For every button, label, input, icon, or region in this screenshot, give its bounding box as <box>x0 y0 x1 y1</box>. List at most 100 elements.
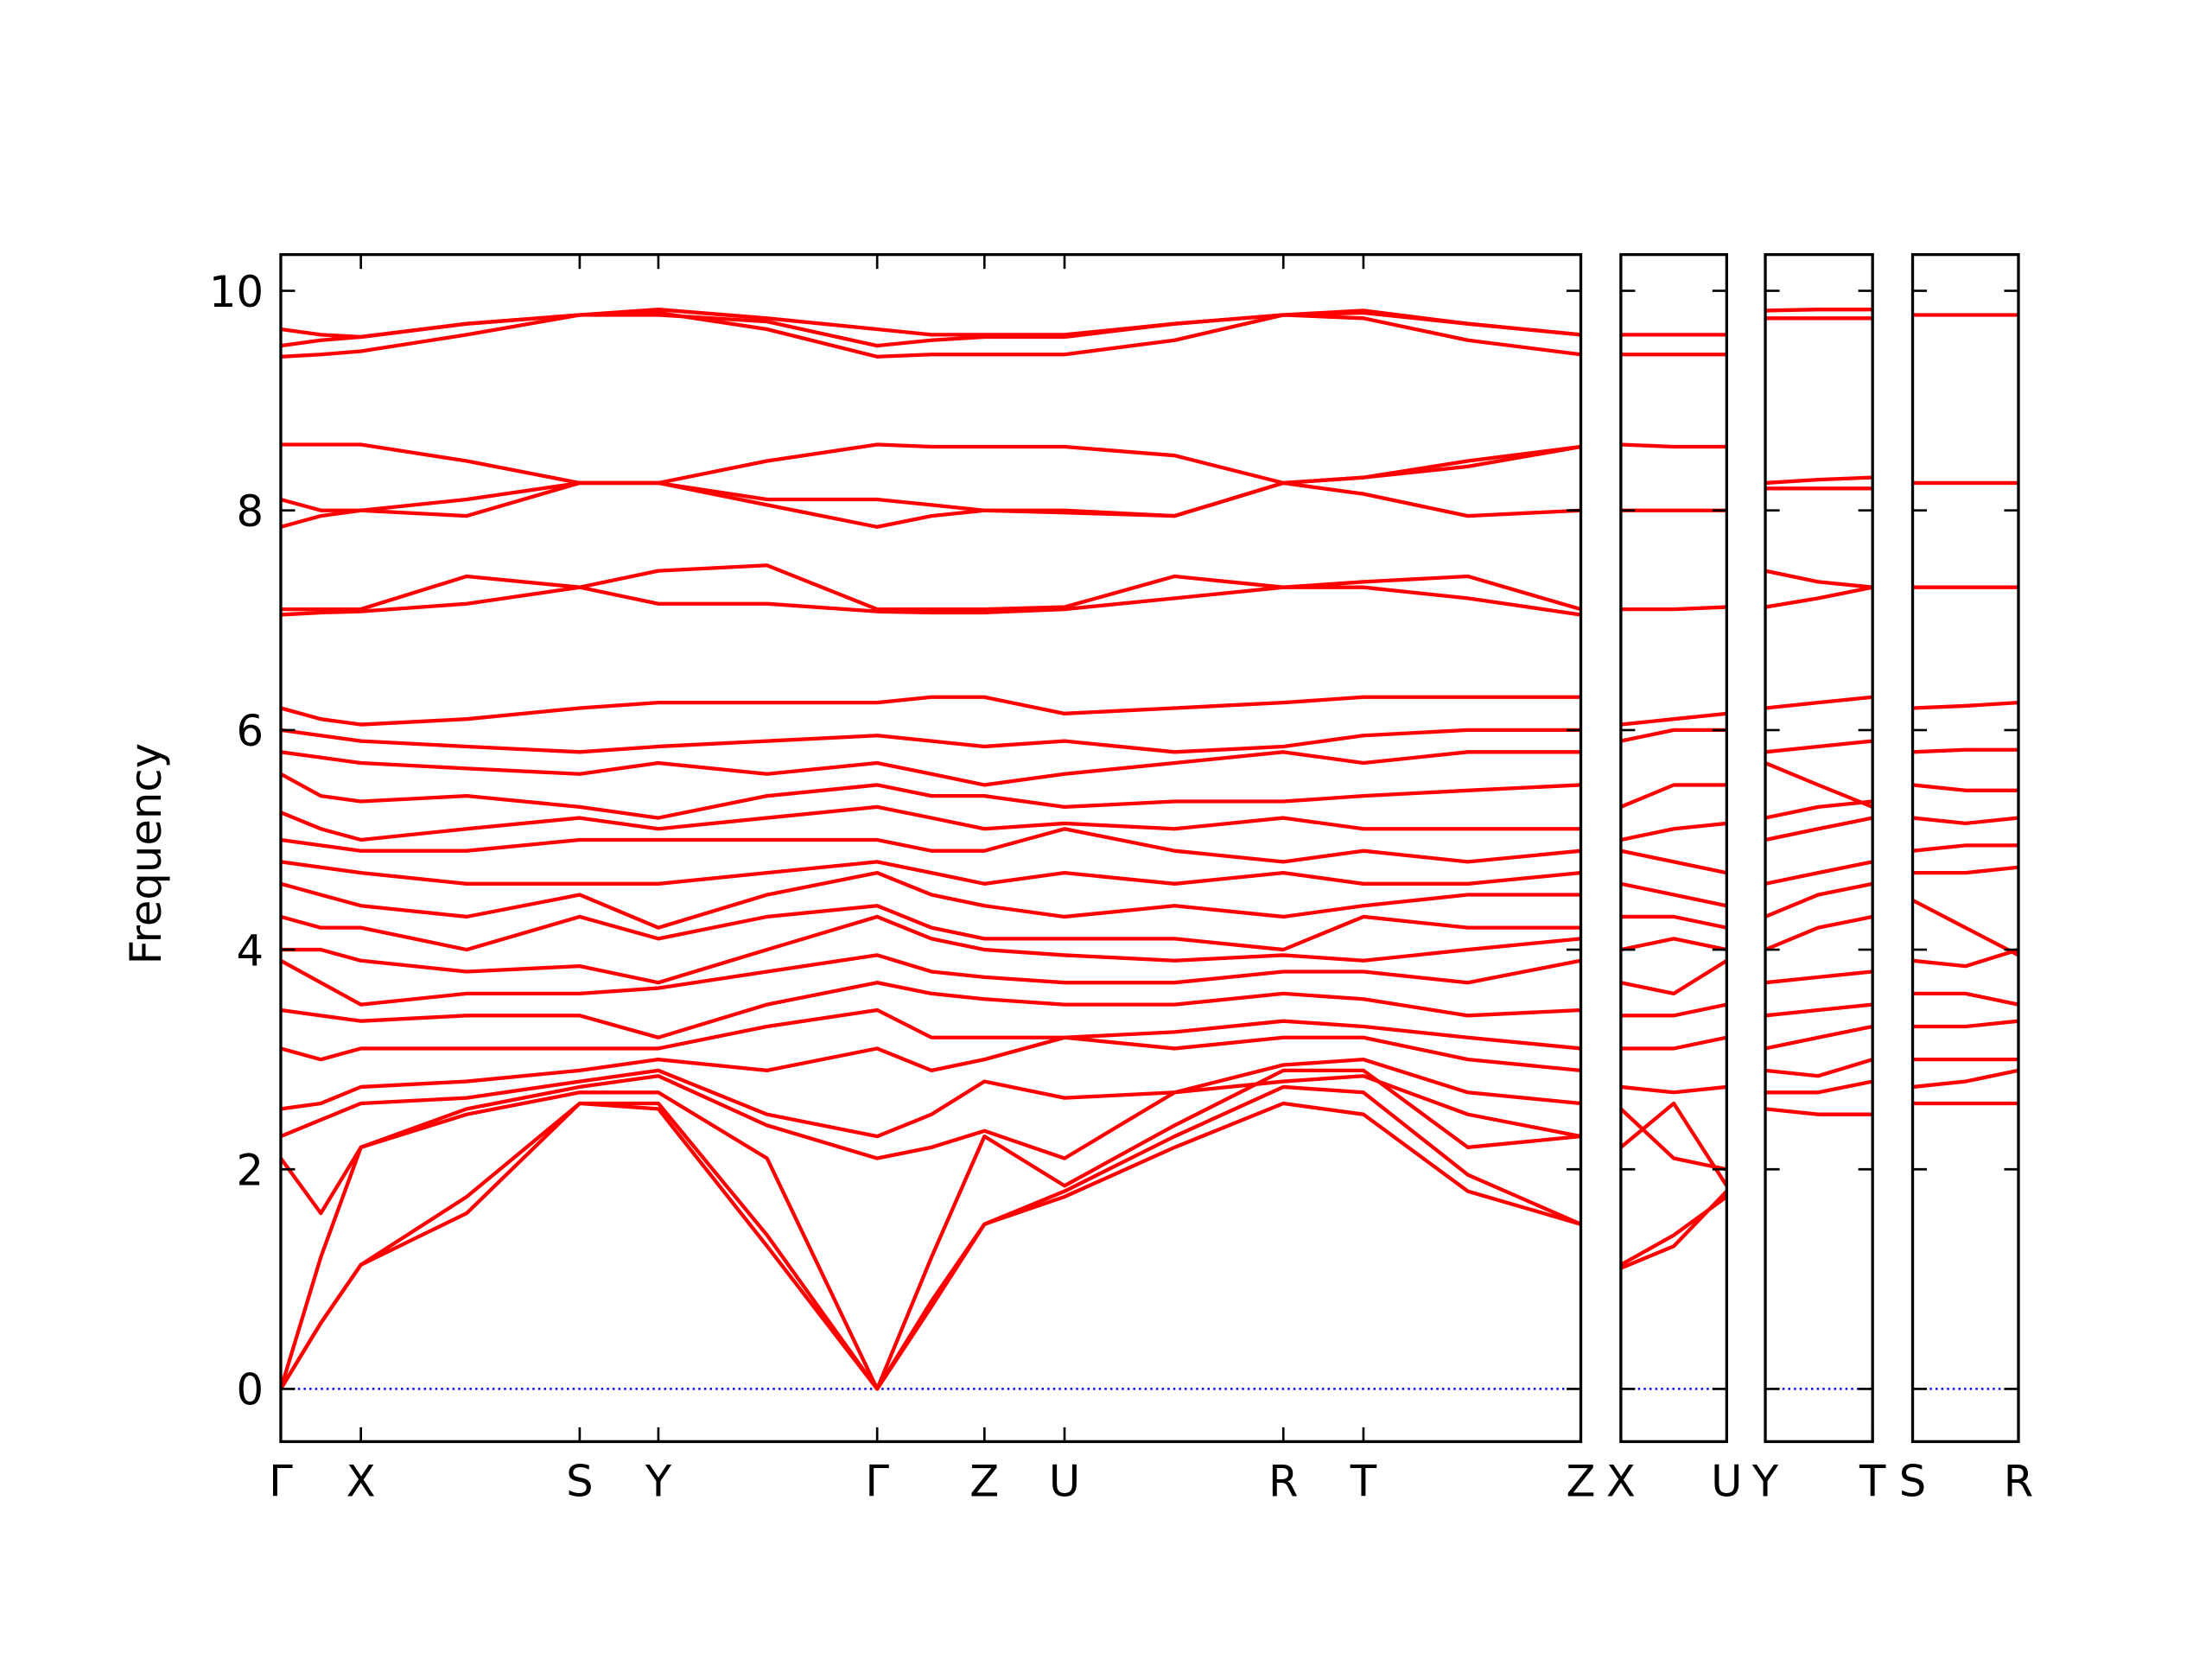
x-tick-label: Z <box>969 1456 999 1506</box>
bands <box>280 308 1581 1391</box>
band-line <box>280 1007 1581 1062</box>
band-line <box>280 585 1581 617</box>
band-line <box>1620 728 1727 743</box>
plot-frame <box>1764 252 1874 1444</box>
x-tick-label: T <box>1859 1456 1886 1506</box>
band-line <box>1620 849 1727 875</box>
band-line <box>1765 1058 1873 1078</box>
band-line <box>1912 1068 2018 1090</box>
band-line <box>1620 937 1727 952</box>
band-line <box>280 310 1581 359</box>
band-line <box>1620 1084 1727 1095</box>
x-tick-label: Γ <box>865 1456 889 1506</box>
x-tick-label: Z <box>1567 1456 1596 1506</box>
band-line <box>280 1074 1581 1216</box>
x-tick-label: R <box>1268 1456 1299 1506</box>
band-line <box>280 914 1581 985</box>
band-line <box>1620 1035 1727 1051</box>
band-line <box>1912 1019 2018 1029</box>
band-line <box>280 870 1581 930</box>
plot-frame <box>1619 252 1728 1444</box>
band-line <box>280 442 1581 518</box>
y-tick-label: 0 <box>237 1365 264 1415</box>
band-line <box>1765 1002 1873 1018</box>
x-tick-label: Y <box>1751 1456 1779 1506</box>
band-line <box>280 1068 1581 1391</box>
band-line <box>1765 739 1873 754</box>
band-line <box>1620 1002 1727 1018</box>
band-line <box>1620 1195 1727 1267</box>
band-line <box>280 695 1581 727</box>
band-line <box>1620 711 1727 727</box>
band-line <box>280 981 1581 1039</box>
band-line <box>1765 1079 1873 1095</box>
x-tick-label: X <box>346 1456 376 1506</box>
band-line <box>280 480 1581 529</box>
band-line <box>1620 881 1727 908</box>
band-line <box>280 1035 1581 1111</box>
x-tick-label: R <box>2004 1456 2034 1506</box>
band-line <box>1912 948 2018 969</box>
band-line <box>1765 695 1873 710</box>
x-tick-label: Γ <box>269 1456 293 1506</box>
band-line <box>1765 475 1873 486</box>
band-line <box>280 1058 1581 1139</box>
plot-frame <box>1910 252 2020 1444</box>
band-line <box>280 1084 1581 1391</box>
band-line <box>280 804 1581 842</box>
band-line <box>1765 761 1873 809</box>
band-line <box>1765 881 1873 918</box>
band-line <box>1912 843 2018 853</box>
band-line <box>280 563 1581 612</box>
band-line <box>280 772 1581 820</box>
band-line <box>1765 799 1873 820</box>
y-tick-label: 8 <box>237 486 264 537</box>
band-line <box>280 827 1581 864</box>
band-line <box>1620 442 1727 449</box>
band-line <box>1620 958 1727 996</box>
y-tick-label: 10 <box>209 267 264 317</box>
y-tick-label: 6 <box>237 706 264 756</box>
band-line <box>1765 1107 1873 1116</box>
band-line <box>1765 1024 1873 1051</box>
band-line <box>280 860 1581 886</box>
band-line <box>280 904 1581 952</box>
band-line <box>1620 1107 1727 1172</box>
band-line <box>1620 605 1727 612</box>
x-tick-label: S <box>566 1456 594 1506</box>
band-line <box>1765 969 1873 985</box>
band-line <box>1912 865 2018 875</box>
band-line <box>280 308 1581 340</box>
bands <box>1765 308 1873 1116</box>
band-line <box>1765 914 1873 952</box>
plot-frame <box>279 252 1583 1444</box>
band-line <box>1912 898 2018 957</box>
band-line <box>1765 585 1873 609</box>
x-tick-label: S <box>1899 1456 1927 1506</box>
x-tick-label: T <box>1350 1456 1377 1506</box>
band-line <box>1912 783 2018 792</box>
band-line <box>1912 747 2018 754</box>
x-tick-label: Y <box>645 1456 672 1506</box>
band-line <box>1912 816 2018 826</box>
band-line <box>280 728 1581 754</box>
x-tick-label: U <box>1049 1456 1080 1506</box>
band-line <box>280 750 1581 787</box>
band-line <box>1912 991 2018 1007</box>
y-tick-label: 4 <box>237 925 264 976</box>
y-axis-label: Frequency <box>121 743 171 964</box>
band-line <box>1620 821 1727 842</box>
bands <box>1912 313 2018 1106</box>
y-tick-label: 2 <box>237 1145 264 1195</box>
band-line <box>1765 816 1873 842</box>
band-line <box>1765 569 1873 589</box>
x-tick-label: X <box>1606 1456 1636 1506</box>
band-line <box>1620 914 1727 930</box>
band-line <box>280 953 1581 1007</box>
band-line <box>1765 308 1873 313</box>
bands <box>1620 333 1727 1270</box>
band-line <box>1765 860 1873 886</box>
band-line <box>1912 700 2018 710</box>
x-tick-label: U <box>1711 1456 1742 1506</box>
